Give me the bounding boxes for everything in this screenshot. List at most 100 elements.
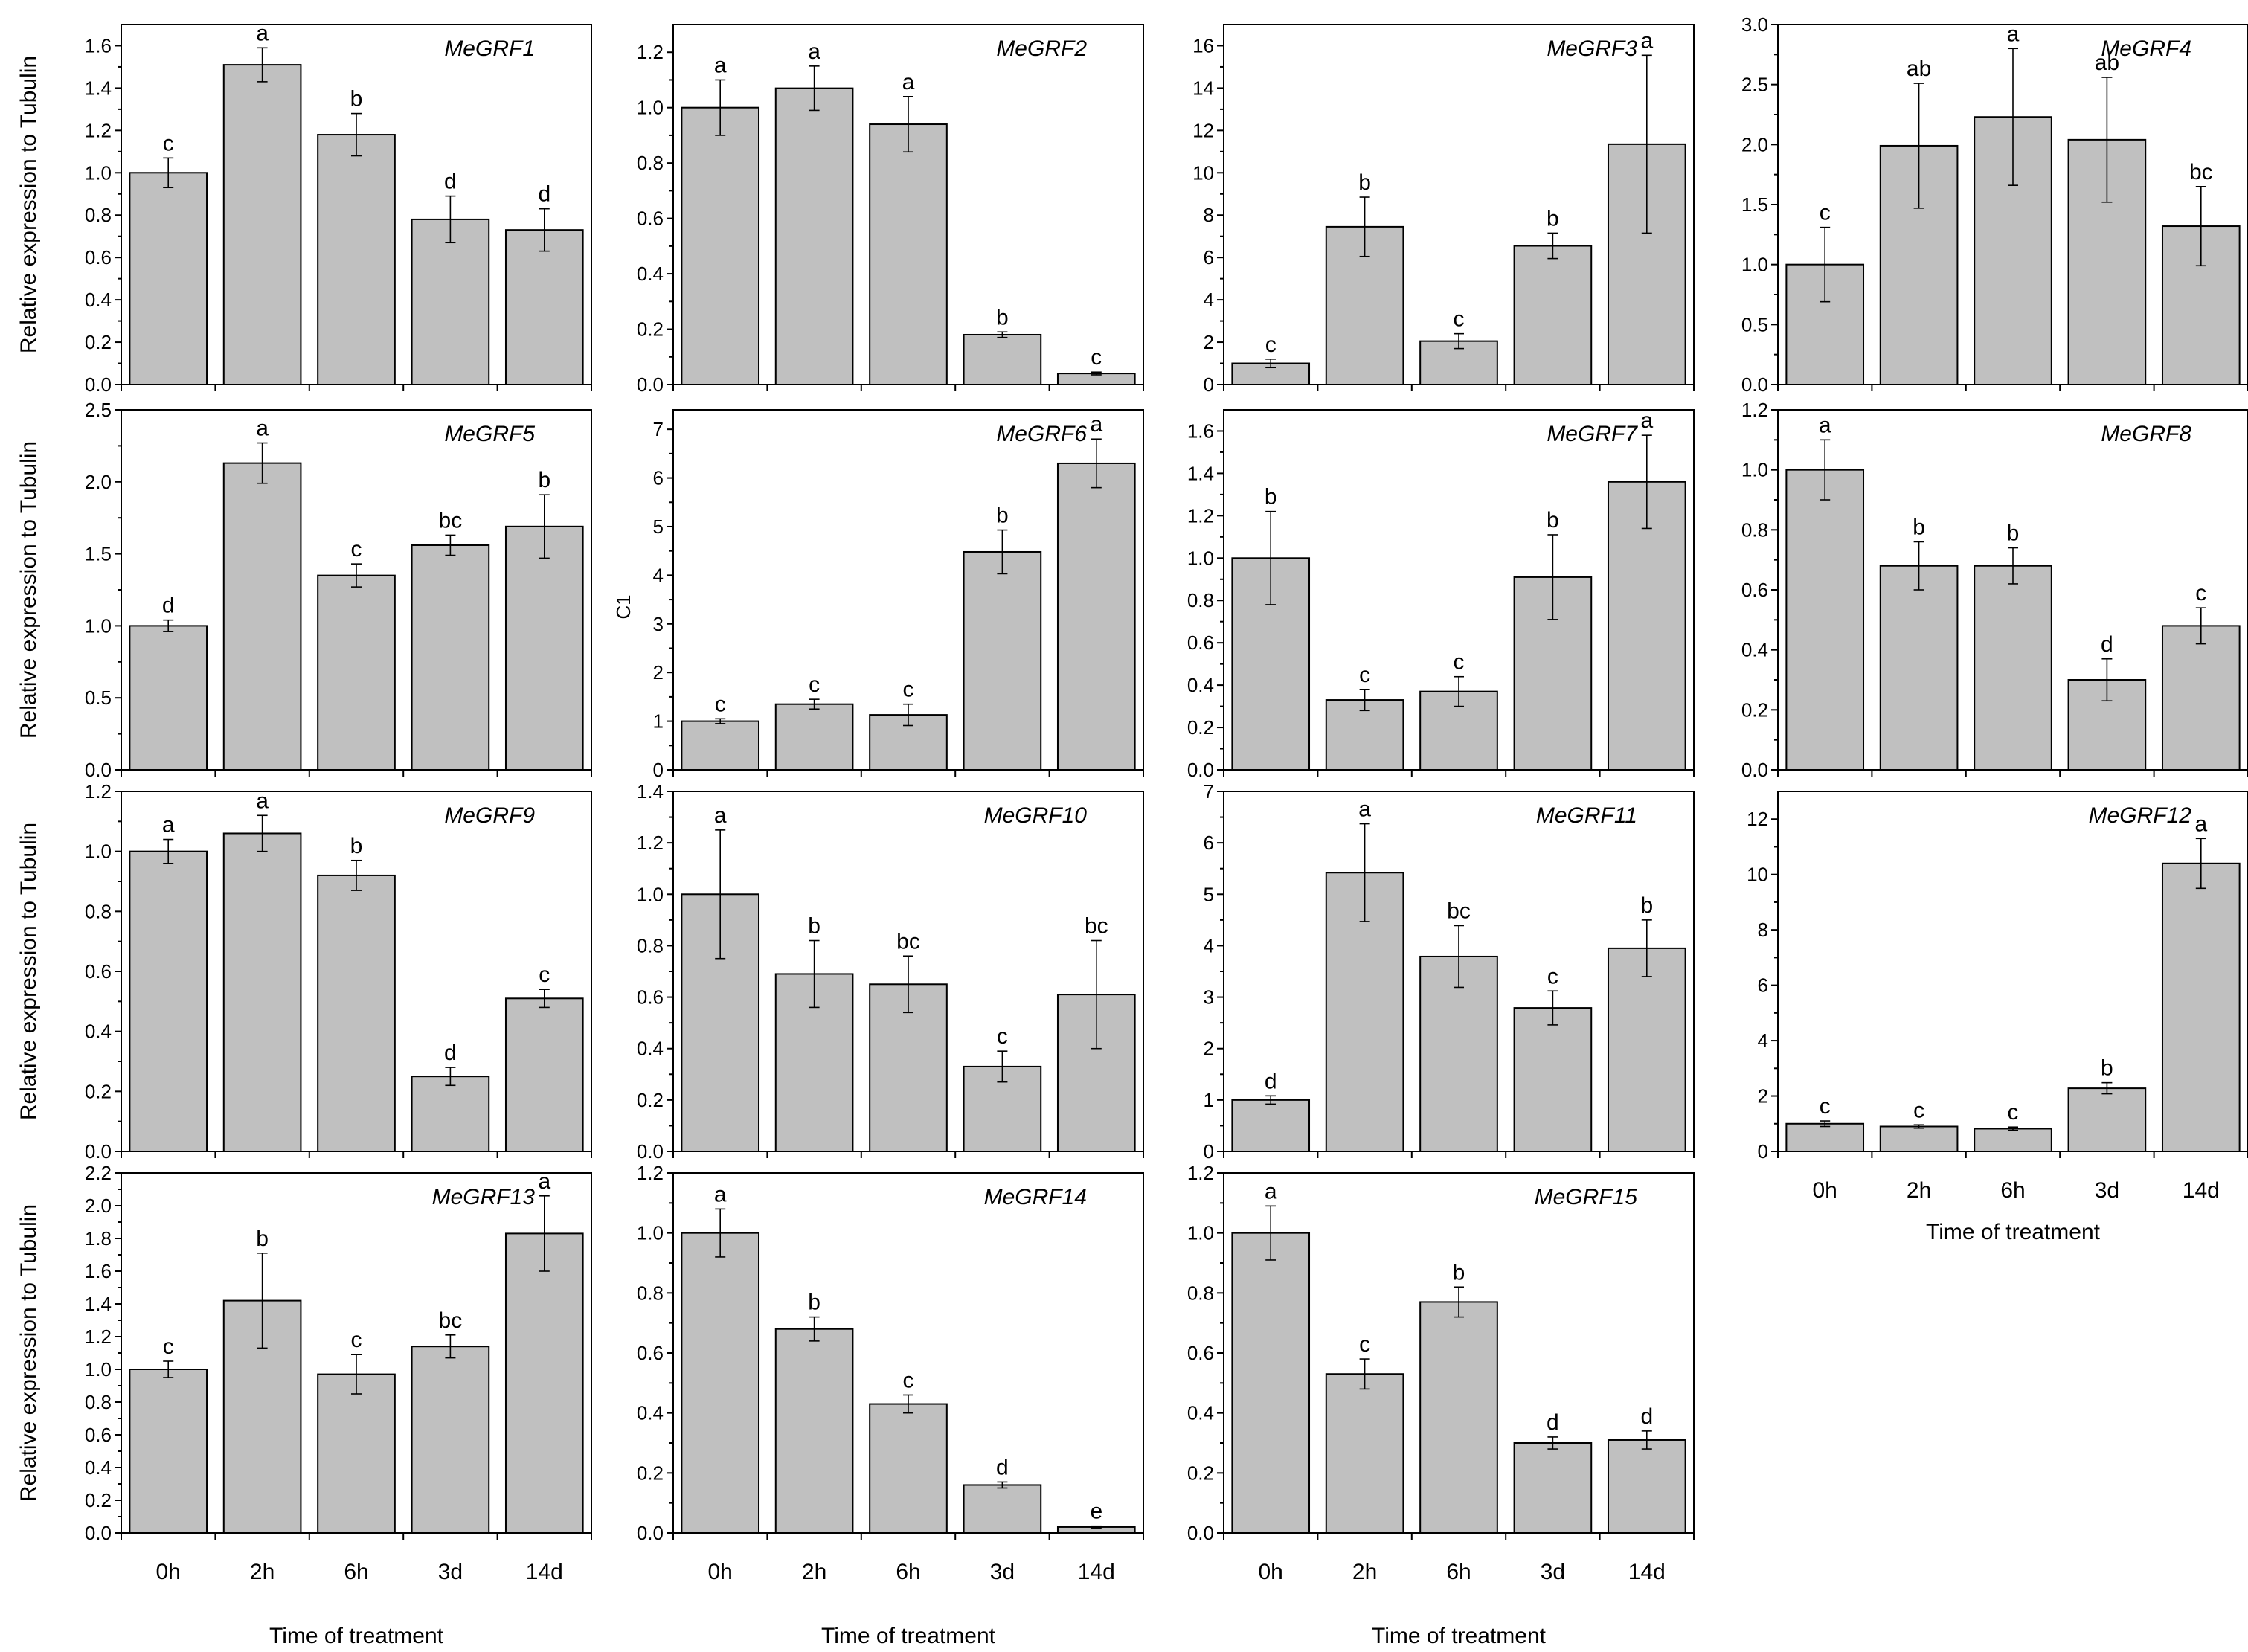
error-bar <box>1265 1095 1276 1105</box>
significance-letter: a <box>1358 797 1371 822</box>
significance-letter: a <box>162 813 175 838</box>
y-tick-label: 0.2 <box>1741 698 1768 721</box>
y-tick-label: 1.6 <box>85 1260 112 1282</box>
significance-letter: c <box>351 1328 362 1352</box>
significance-letter: c <box>1820 1094 1831 1119</box>
error-bar <box>1091 1525 1102 1529</box>
y-tick-label: 0 <box>1204 373 1214 396</box>
significance-letter: b <box>538 468 550 492</box>
significance-letter: c <box>903 1368 914 1392</box>
error-bar <box>1091 939 1102 1050</box>
significance-letter: a <box>714 1182 727 1206</box>
bar <box>222 462 302 771</box>
error-bar <box>1547 1436 1558 1450</box>
significance-letter: a <box>256 417 269 441</box>
significance-letter: d <box>162 594 175 618</box>
error-bar <box>163 838 174 864</box>
error-bar <box>2101 658 2113 702</box>
y-tick-label: 0.2 <box>85 331 112 353</box>
chart-panel: c a b d d 0.0 0.2 0.4 0.6 0.8 1.0 1.2 1.4 1.6 MeGRF1 Re… <box>16 21 592 396</box>
panel-title: MeGRF8 <box>2101 422 2191 446</box>
significance-letter: c <box>1359 1332 1370 1357</box>
y-tick-label: 0.0 <box>85 1140 112 1163</box>
error-bar <box>539 208 550 252</box>
y-tick-label: 1.0 <box>1187 1222 1214 1244</box>
x-tick-label: 2h <box>250 1560 274 1584</box>
y-tick-label: 0.0 <box>1741 373 1768 396</box>
error-bar <box>997 331 1008 338</box>
plot-frame <box>1777 791 2248 1152</box>
y-tick-label: 1.4 <box>1187 462 1214 484</box>
error-bar <box>809 1316 820 1342</box>
y-axis-title: C1 <box>612 594 635 619</box>
significance-letter: bc <box>439 508 463 533</box>
y-axis-title: Relative expression to Tubulin <box>16 441 41 739</box>
panel-title: MeGRF3 <box>1547 36 1637 61</box>
y-tick-label: 1.2 <box>1187 504 1214 527</box>
y-tick-label: 1.0 <box>637 883 664 905</box>
significance-letter: a <box>256 788 269 813</box>
significance-letter: a <box>2007 22 2020 46</box>
x-tick-label: 0h <box>156 1560 181 1584</box>
bar <box>1231 1232 1311 1534</box>
y-tick-label: 1.8 <box>85 1227 112 1250</box>
error-bar <box>809 698 820 710</box>
y-tick-label: 0.6 <box>85 246 112 269</box>
bar <box>1056 994 1136 1152</box>
significance-letter: a <box>902 70 915 94</box>
y-tick-label: 10 <box>1747 864 1768 886</box>
panel-title: MeGRF13 <box>432 1185 536 1209</box>
chart-panel: d a bc c b 0 1 2 3 4 5 6 7 MeGRF11 <box>1204 780 1695 1163</box>
significance-letter: c <box>1820 201 1831 225</box>
error-bar <box>1913 83 1924 209</box>
significance-letter: d <box>444 1041 457 1065</box>
y-tick-label: 1.0 <box>637 1222 664 1244</box>
error-bar <box>2008 547 2018 585</box>
y-tick-label: 0.4 <box>85 1456 112 1479</box>
error-bar <box>2195 838 2206 890</box>
error-bar <box>1359 823 1370 922</box>
y-tick-label: 0.6 <box>637 1342 664 1364</box>
error-bar <box>163 1360 174 1378</box>
bar <box>774 87 854 385</box>
y-tick-label: 2 <box>1758 1085 1768 1108</box>
y-tick-label: 6 <box>1204 246 1214 269</box>
x-tick-label: 2h <box>1907 1178 1931 1203</box>
bar <box>222 64 302 385</box>
y-tick-label: 10 <box>1192 161 1214 184</box>
error-bar <box>903 1394 913 1414</box>
y-tick-label: 0 <box>653 759 664 781</box>
error-bar <box>1913 541 1924 591</box>
error-bar <box>1820 226 1831 303</box>
error-bar <box>1359 1358 1370 1390</box>
y-axis-title: Relative expression to Tubulin <box>16 823 41 1120</box>
x-tick-label: 14d <box>526 1560 563 1584</box>
error-bar <box>1547 232 1558 260</box>
error-bar <box>1091 438 1102 489</box>
y-tick-label: 0.8 <box>637 1282 664 1304</box>
y-tick-label: 0.4 <box>637 263 664 285</box>
bar <box>1879 1125 1959 1152</box>
significance-letter: b <box>350 834 363 858</box>
significance-letter: b <box>1547 206 1559 231</box>
error-bar <box>903 96 913 153</box>
y-tick-label: 0.2 <box>637 1089 664 1111</box>
y-tick-label: 2 <box>1204 1038 1214 1060</box>
bar <box>317 1373 396 1534</box>
error-bar <box>1359 196 1370 257</box>
significance-letter: bc <box>1447 899 1471 923</box>
error-bar <box>1454 925 1464 989</box>
error-bar <box>997 1481 1008 1489</box>
bar <box>1785 1122 1865 1153</box>
x-axis-title: Time of treatment <box>1926 1220 2101 1244</box>
bar <box>869 1403 948 1534</box>
error-bar <box>1547 534 1558 620</box>
significance-letter: c <box>715 692 726 716</box>
error-bar <box>257 47 268 83</box>
chart-panel: a b c d e 0.0 0.2 0.4 0.6 0.8 1.0 1.2 MeGRF14 0h 2h 6h 3… <box>637 1162 1144 1648</box>
significance-letter: c <box>1454 650 1465 675</box>
bar <box>2161 625 2241 771</box>
y-tick-label: 0.8 <box>1187 1282 1214 1304</box>
bar <box>411 544 490 771</box>
chart-panel: a c b d d 0.0 0.2 0.4 0.6 0.8 1.0 1.2 MeGRF15 0h 2h 6h 3… <box>1187 1162 1695 1648</box>
